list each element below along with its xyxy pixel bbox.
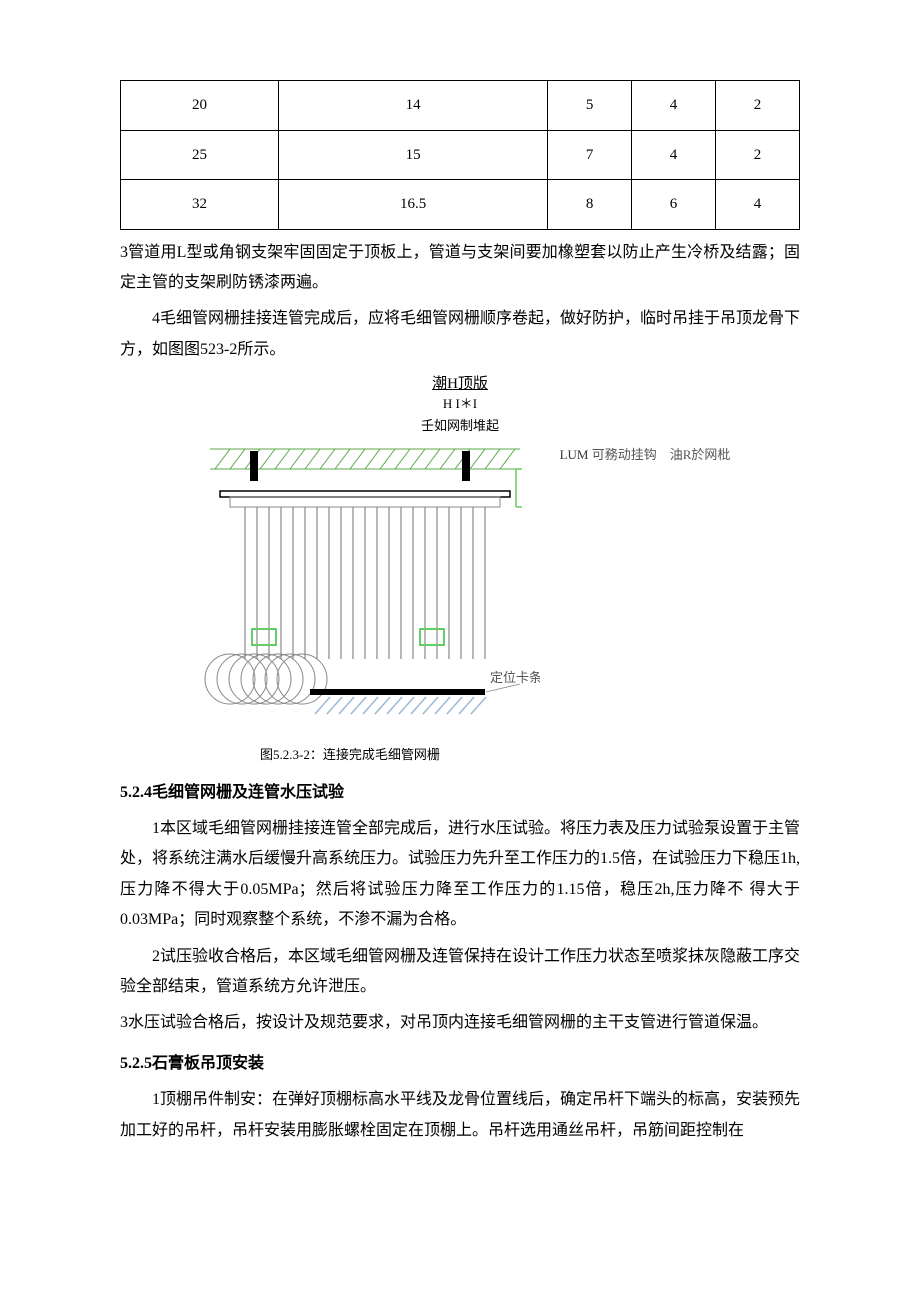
paragraph: 3水压试验合格后，按设计及规范要求，对吊顶内连接毛细管网栅的主干支管进行管道保温… [120,1008,800,1038]
svg-text:定位卡条: 定位卡条 [490,670,540,685]
cell: 32 [121,180,279,230]
paragraph: 1本区域毛细管网栅挂接连管全部完成后，进行水压试验。将压力表及压力试验泵设置于主… [120,814,800,936]
figure-subtitle: 壬如网制堆起 [120,417,800,435]
figure: 潮H顶版 H I＊I 壬如网制堆起 [120,375,800,768]
cell: 4 [632,81,716,131]
figure-title: 潮H顶版 [120,375,800,395]
paragraph: 4毛细管网栅挂接连管完成后，应将毛细管网栅顺序卷起，做好防护，临时吊挂于吊顶龙骨… [120,304,800,365]
table-row: 32 16.5 8 6 4 [121,180,800,230]
cell: 25 [121,130,279,180]
cell: 14 [279,81,548,131]
cell: 6 [632,180,716,230]
cell: 16.5 [279,180,548,230]
diagram-svg: 定位卡条 [190,439,540,739]
figure-side-rest: 可務动挂钩 油R於网枇 [592,447,731,462]
paragraph: 2试压验收合格后，本区域毛细管网栅及连管保持在设计工作压力状态至喷浆抹灰隐蔽工序… [120,942,800,1003]
table-row: 20 14 5 4 2 [121,81,800,131]
figure-title-main: 潮H顶版 [432,376,488,392]
cell: 15 [279,130,548,180]
cell: 4 [632,130,716,180]
data-table: 20 14 5 4 2 25 15 7 4 2 32 16.5 8 6 4 [120,80,800,230]
figure-caption: 图5.2.3-2：连接完成毛细管网栅 [260,743,800,768]
table-row: 25 15 7 4 2 [121,130,800,180]
cell: 8 [548,180,632,230]
cell: 4 [716,180,800,230]
paragraph: 3管道用L型或角钢支架牢固固定于顶板上，管道与支架间要加橡塑套以防止产生冷桥及结… [120,238,800,299]
figure-side-label: LUM 可務动挂钩 油R於网枇 [560,443,731,468]
section-heading: 5.2.4毛细管网栅及连管水压试验 [120,778,800,808]
cell: 2 [716,81,800,131]
paragraph: 1顶棚吊件制安：在弹好顶棚标高水平线及龙骨位置线后，确定吊杆下端头的标高，安装预… [120,1085,800,1146]
figure-side-lum: LUM [560,447,589,462]
figure-subtitle: H I＊I [120,395,800,413]
cell: 20 [121,81,279,131]
section-heading: 5.2.5石膏板吊顶安装 [120,1049,800,1079]
cell: 7 [548,130,632,180]
cell: 5 [548,81,632,131]
cell: 2 [716,130,800,180]
